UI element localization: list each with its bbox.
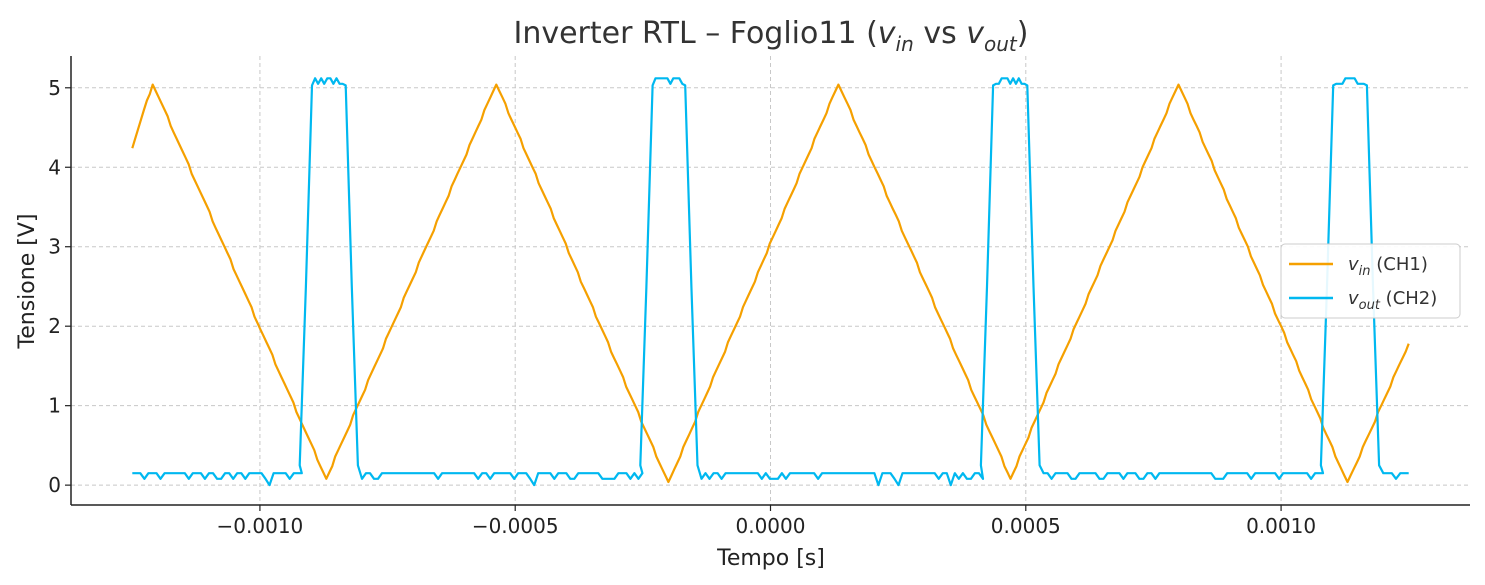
y-tick-label: 1 <box>48 394 61 418</box>
y-tick-label: 2 <box>48 314 61 338</box>
grid-lines <box>71 56 1470 505</box>
series-layer <box>131 77 1410 487</box>
legend-box <box>1280 243 1461 319</box>
legend-label-vin: vin (CH1) <box>1348 254 1428 279</box>
y-tick-label: 3 <box>48 235 61 259</box>
x-tick-label: 0.0010 <box>1246 514 1316 538</box>
series-vin-line <box>131 83 1410 484</box>
chart-title: Inverter RTL – Foglio11 (vin vs vout) <box>513 16 1028 56</box>
tick-labels: −0.0010 −0.0005 0.0000 0.0005 0.0010 0 1 2 3 4 5 <box>48 76 1316 538</box>
x-tick-label: 0.0005 <box>991 514 1061 538</box>
axes <box>65 56 1470 511</box>
x-axis-label: Tempo [s] <box>716 546 825 571</box>
x-tick-label: −0.0005 <box>472 514 559 538</box>
legend-label-vout: vout (CH2) <box>1348 288 1437 313</box>
y-axis-label: Tensione [V] <box>15 214 40 350</box>
y-tick-label: 5 <box>48 76 61 100</box>
x-tick-label: 0.0000 <box>736 514 806 538</box>
y-tick-label: 4 <box>48 155 61 179</box>
legend: vin (CH1) vout (CH2) <box>1280 243 1461 319</box>
y-tick-label: 0 <box>48 473 61 497</box>
series-vout-line <box>132 77 1409 487</box>
x-tick-label: −0.0010 <box>217 514 304 538</box>
